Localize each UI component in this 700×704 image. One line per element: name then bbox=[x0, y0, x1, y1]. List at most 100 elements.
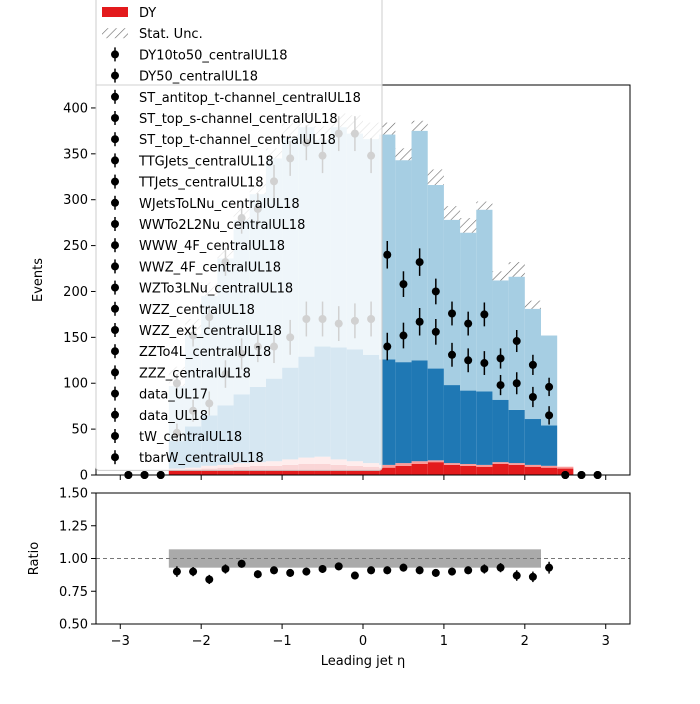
legend-label-10: WWTo2L2Nu_centralUL18 bbox=[139, 218, 305, 233]
stack-bar-0-4 bbox=[185, 469, 202, 475]
stack-bar-2-24 bbox=[508, 409, 525, 464]
ratio-point-14 bbox=[399, 563, 408, 572]
ratio-point-22 bbox=[528, 572, 537, 581]
ratio-point-8 bbox=[302, 567, 311, 576]
ratio-y-tick-label-0: 0.50 bbox=[59, 618, 88, 633]
stack-bar-2-22 bbox=[476, 391, 493, 465]
legend-marker-21 bbox=[111, 453, 119, 462]
data-ul17-point-20 bbox=[448, 350, 456, 359]
y-tick-label-7: 350 bbox=[63, 147, 88, 162]
stack-bar-0-5 bbox=[201, 468, 218, 475]
ratio-point-5 bbox=[253, 570, 262, 579]
legend-label-4: ST_antitop_t-channel_centralUL18 bbox=[139, 91, 361, 106]
data-ul18-point-18 bbox=[415, 258, 424, 267]
legend-marker-8 bbox=[111, 177, 119, 186]
stack-bar-0-24 bbox=[508, 464, 525, 475]
stack-bar-1-26 bbox=[541, 465, 558, 468]
stack-bar-0-23 bbox=[492, 463, 509, 475]
stack-bar-1-24 bbox=[508, 463, 525, 465]
ratio-point-13 bbox=[383, 566, 392, 575]
data-ul17-point-19 bbox=[431, 327, 440, 336]
ratio-point-4 bbox=[237, 559, 246, 568]
legend-marker-14 bbox=[111, 304, 119, 313]
legend-marker-10 bbox=[111, 220, 119, 228]
legend-label-1: Stat. Unc. bbox=[139, 27, 203, 42]
legend-label-15: WZZ_ext_centralUL18 bbox=[139, 324, 282, 339]
ratio-y-tick-label-2: 1.00 bbox=[59, 552, 88, 567]
x-tick-label-5: 2 bbox=[521, 634, 529, 649]
stack-bar-2-17 bbox=[395, 362, 412, 464]
ratio-point-18 bbox=[464, 566, 473, 575]
data-ul18-point-16 bbox=[383, 250, 392, 259]
legend-label-2: DY10to50_centralUL18 bbox=[139, 48, 288, 63]
data-ul18-point-25 bbox=[528, 360, 537, 369]
legend-marker-9 bbox=[111, 198, 119, 207]
ratio-point-20 bbox=[496, 563, 505, 572]
legend-marker-2 bbox=[111, 50, 119, 59]
legend-marker-16 bbox=[111, 347, 119, 356]
legend-label-0: DY bbox=[139, 6, 156, 21]
stack-bar-3-23 bbox=[492, 280, 509, 400]
y-tick-label-8: 400 bbox=[63, 101, 88, 116]
stack-bar-0-21 bbox=[460, 465, 477, 475]
ratio-point-23 bbox=[545, 563, 554, 572]
legend-label-19: data_UL18 bbox=[139, 409, 208, 424]
stack-bar-2-19 bbox=[427, 368, 444, 461]
stack-bar-2-16 bbox=[379, 359, 396, 465]
stack-bar-0-6 bbox=[217, 467, 234, 475]
stack-bar-1-22 bbox=[476, 464, 493, 467]
legend-marker-19 bbox=[111, 410, 119, 419]
legend-label-8: TTJets_centralUL18 bbox=[138, 176, 264, 191]
y-tick-label-6: 300 bbox=[63, 193, 88, 208]
stat-unc-hatch-22 bbox=[476, 201, 493, 210]
stack-bar-2-25 bbox=[524, 419, 541, 465]
y-tick-label-3: 150 bbox=[63, 331, 88, 346]
legend-label-6: ST_top_t-channel_centralUL18 bbox=[139, 133, 336, 148]
legend-label-12: WWZ_4F_centralUL18 bbox=[139, 260, 281, 275]
x-tick-label-4: 1 bbox=[440, 634, 448, 649]
x-tick-label-6: 3 bbox=[602, 634, 610, 649]
stack-bar-1-25 bbox=[524, 464, 541, 467]
stack-bar-2-21 bbox=[460, 390, 477, 464]
legend-label-9: WJetsToLNu_centralUL18 bbox=[139, 197, 300, 212]
legend-label-17: ZZZ_centralUL18 bbox=[139, 366, 251, 381]
legend: DY Stat. Unc. DY10to50_centralUL18 DY50_cen… bbox=[95, 0, 383, 471]
stack-bar-1-23 bbox=[492, 462, 509, 464]
legend-label-18: data_UL17 bbox=[139, 388, 208, 403]
legend-label-11: WWW_4F_centralUL18 bbox=[139, 239, 285, 254]
legend-label-14: WZZ_centralUL18 bbox=[139, 303, 255, 318]
data-ul18-point-20 bbox=[448, 309, 456, 318]
ratio-point-6 bbox=[270, 566, 278, 575]
stack-bar-1-21 bbox=[460, 463, 477, 466]
y-tick-label-0: 0 bbox=[80, 469, 88, 484]
legend-label-16: ZZTo4L_centralUL18 bbox=[139, 345, 271, 360]
stack-bar-0-19 bbox=[427, 462, 444, 475]
stack-bar-1-20 bbox=[443, 463, 461, 465]
legend-marker-18 bbox=[111, 389, 119, 398]
legend-marker-5 bbox=[111, 114, 119, 122]
y-tick-label-5: 250 bbox=[63, 239, 88, 254]
ratio-point-0 bbox=[172, 567, 181, 576]
legend-swatch-1 bbox=[102, 28, 128, 39]
stack-bar-0-18 bbox=[411, 463, 428, 475]
ratio-point-3 bbox=[221, 564, 230, 573]
ratio-point-12 bbox=[367, 566, 376, 575]
ratio-point-11 bbox=[350, 571, 359, 580]
data-ul17-point-17 bbox=[399, 331, 408, 340]
legend-marker-20 bbox=[111, 432, 119, 440]
stack-bar-1-16 bbox=[379, 464, 396, 468]
stack-bar-0-25 bbox=[524, 466, 541, 475]
legend-swatch-0 bbox=[102, 7, 128, 17]
stack-bar-2-20 bbox=[443, 385, 461, 464]
stack-bar-2-23 bbox=[492, 399, 509, 463]
stack-bar-3-18 bbox=[411, 130, 428, 361]
data-ul17-point-18 bbox=[415, 317, 424, 326]
legend-label-21: tbarW_centralUL18 bbox=[139, 451, 264, 466]
legend-marker-17 bbox=[111, 368, 119, 377]
stack-bar-0-16 bbox=[379, 467, 396, 475]
stat-unc-hatch-19 bbox=[427, 169, 444, 186]
legend-marker-11 bbox=[111, 241, 119, 250]
stat-unc-hatch-18 bbox=[411, 120, 428, 131]
